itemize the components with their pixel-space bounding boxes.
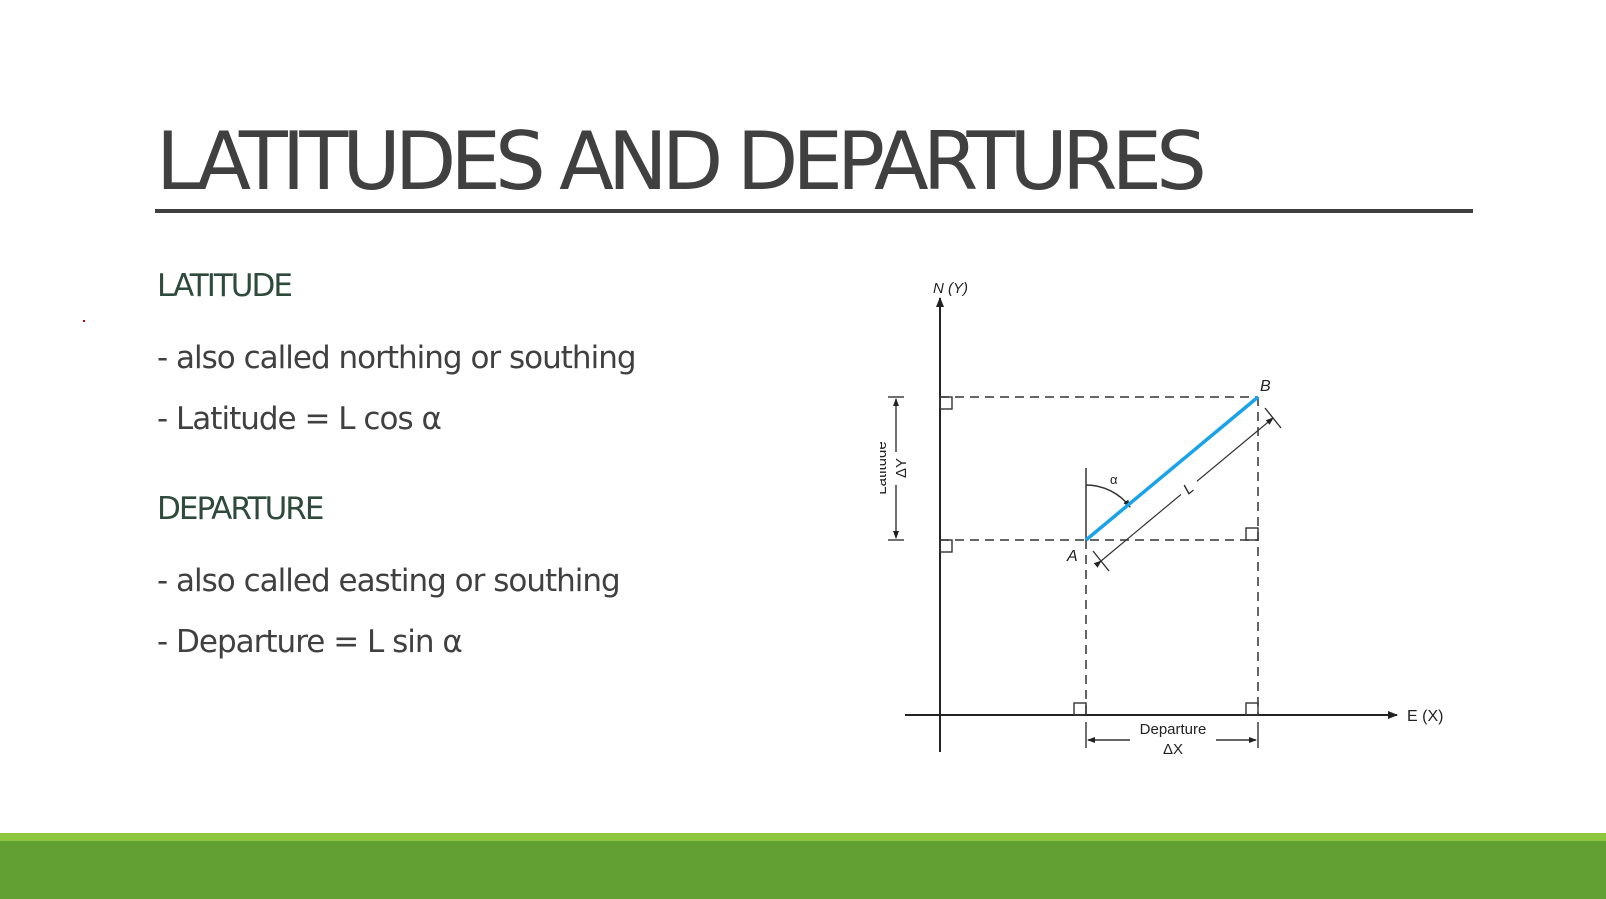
delta-y-label: ΔY <box>893 458 910 478</box>
footer-band-dark <box>0 841 1606 899</box>
red-dot-marker <box>83 320 85 322</box>
angle-arc <box>1085 484 1131 508</box>
y-axis-label: N (Y) <box>933 280 968 297</box>
latitude-bullet-1: - also called northing or southing <box>157 340 637 376</box>
delta-x-label: ΔX <box>1163 741 1183 758</box>
line-ab <box>1084 395 1260 542</box>
point-a-label: A <box>1066 548 1078 565</box>
point-b-label: B <box>1260 378 1271 395</box>
latitude-heading: LATITUDE <box>157 268 293 304</box>
length-label-gap <box>1181 480 1197 496</box>
right-angle-marks <box>939 396 1259 716</box>
projection-lines <box>940 396 1259 715</box>
footer-band-light <box>0 833 1606 841</box>
angle-label: α <box>1110 472 1118 487</box>
length-tick-a <box>1092 550 1110 572</box>
departure-label: Departure <box>1140 721 1207 738</box>
departure-dimension <box>1085 722 1259 748</box>
departure-bullet-1: - also called easting or southing <box>157 563 621 599</box>
slide-title: LATITUDES AND DEPARTURES <box>156 115 1207 208</box>
length-tick-b <box>1264 407 1282 429</box>
x-axis-label: E (X) <box>1407 708 1443 725</box>
departure-heading: DEPARTURE <box>157 491 324 527</box>
title-underline <box>155 209 1473 213</box>
latitude-dimension <box>888 396 904 541</box>
latitude-label: Latitude <box>880 441 890 494</box>
latitude-bullet-2: - Latitude = L cos α <box>157 401 442 437</box>
departure-bullet-2: - Departure = L sin α <box>157 624 463 660</box>
latitude-departure-diagram: N (Y) E (X) α A B L Latitude ΔY <box>880 280 1443 758</box>
